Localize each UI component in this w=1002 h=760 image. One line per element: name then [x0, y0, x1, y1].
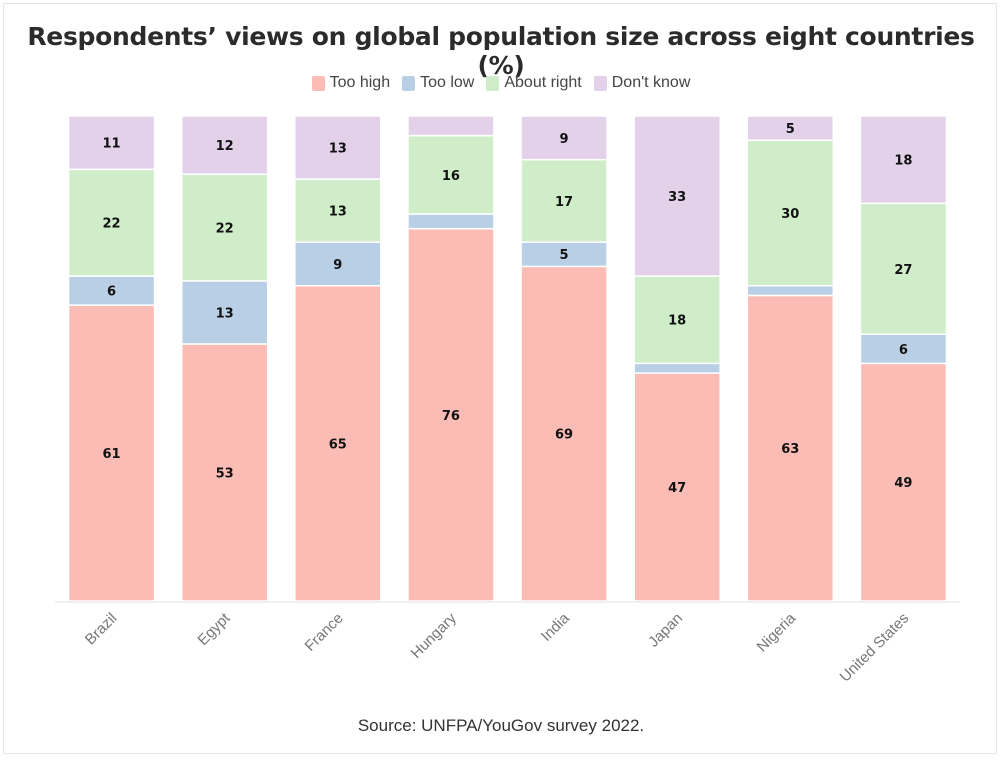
legend-swatch-about-right — [486, 75, 500, 91]
data-label-france-too-low: 9 — [333, 258, 342, 273]
data-label-united-states-too-high: 49 — [894, 476, 912, 491]
bar-hungary-too-high[interactable] — [407, 227, 495, 602]
data-label-egypt-too-low: 13 — [216, 306, 234, 321]
data-label-united-states-too-low: 6 — [899, 343, 908, 358]
bar-nigeria-too-low[interactable] — [746, 285, 835, 297]
x-tick-label-india: India — [538, 609, 573, 644]
source-note: Source: UNFPA/YouGov survey 2022. — [357, 716, 645, 735]
legend-swatch-dont-know — [593, 75, 607, 91]
bar-india-don-t-know[interactable] — [520, 115, 608, 161]
bar-united-states-don-t-know[interactable] — [859, 115, 948, 205]
data-label-brazil-too-high: 61 — [103, 447, 121, 462]
bar-india-too-high[interactable] — [520, 265, 608, 602]
bar-france-too-low[interactable] — [294, 241, 382, 287]
bar-brazil-too-low[interactable] — [67, 275, 156, 306]
data-label-nigeria-too-high: 63 — [781, 442, 799, 457]
x-tick-label-france: France — [302, 610, 347, 655]
data-label-india-don-t-know: 9 — [560, 132, 569, 147]
bar-hungary-don-t-know[interactable] — [407, 115, 495, 137]
bar-nigeria-don-t-know[interactable] — [746, 115, 835, 141]
legend-item-about-right[interactable]: About right — [486, 74, 582, 92]
bar-brazil-don-t-know[interactable] — [67, 115, 156, 171]
data-label-egypt-too-high: 53 — [216, 466, 234, 481]
legend-swatch-too-low — [402, 75, 416, 91]
bar-japan-don-t-know[interactable] — [633, 115, 721, 277]
data-label-egypt-about-right: 22 — [216, 222, 234, 237]
data-label-nigeria-about-right: 30 — [781, 207, 799, 222]
data-label-hungary-too-high: 76 — [442, 409, 460, 424]
legend-item-dont-know[interactable]: Don't know — [593, 74, 691, 92]
bar-france-don-t-know[interactable] — [294, 115, 382, 180]
x-tick-label-brazil: Brazil — [82, 610, 121, 649]
data-label-japan-too-high: 47 — [668, 481, 686, 496]
bar-egypt-about-right[interactable] — [180, 173, 269, 282]
data-label-united-states-about-right: 27 — [894, 263, 912, 278]
bar-united-states-too-low[interactable] — [859, 333, 948, 365]
bar-india-too-low[interactable] — [520, 241, 608, 268]
data-label-united-states-don-t-know: 18 — [894, 154, 912, 169]
bar-japan-too-low[interactable] — [633, 362, 721, 374]
bar-japan-about-right[interactable] — [633, 275, 721, 365]
data-label-japan-don-t-know: 33 — [668, 190, 686, 205]
legend-label-too-high: Too high — [329, 74, 391, 91]
data-label-india-about-right: 17 — [555, 195, 573, 210]
legend-item-too-high[interactable]: Too high — [311, 74, 391, 92]
legend: Too high Too low About right Don't know — [0, 74, 1002, 92]
legend-label-dont-know: Don't know — [611, 74, 691, 91]
data-label-france-too-high: 65 — [329, 437, 347, 452]
bar-japan-too-high[interactable] — [633, 372, 721, 602]
bar-france-about-right[interactable] — [294, 178, 382, 243]
bar-hungary-about-right[interactable] — [407, 134, 495, 215]
legend-swatch-too-high — [311, 75, 325, 91]
bar-nigeria-about-right[interactable] — [746, 139, 835, 287]
data-label-brazil-about-right: 22 — [103, 217, 121, 232]
bar-united-states-about-right[interactable] — [859, 202, 948, 335]
data-label-france-don-t-know: 13 — [329, 142, 347, 157]
legend-item-too-low[interactable]: Too low — [402, 74, 474, 92]
data-label-nigeria-don-t-know: 5 — [786, 122, 795, 137]
bar-egypt-too-low[interactable] — [180, 280, 269, 345]
data-label-japan-about-right: 18 — [668, 314, 686, 329]
bar-brazil-about-right[interactable] — [67, 168, 156, 277]
x-tick-label-nigeria: Nigeria — [754, 609, 800, 655]
bar-france-too-high[interactable] — [294, 285, 382, 602]
data-label-egypt-don-t-know: 12 — [216, 139, 234, 154]
legend-label-about-right: About right — [504, 74, 582, 91]
chart-title: Respondents’ views on global population … — [27, 22, 975, 80]
data-label-india-too-low: 5 — [560, 248, 569, 263]
data-label-france-about-right: 13 — [329, 205, 347, 220]
x-tick-label-japan: Japan — [645, 610, 686, 651]
bar-egypt-don-t-know[interactable] — [180, 115, 269, 175]
legend-label-too-low: Too low — [420, 74, 475, 91]
bar-india-about-right[interactable] — [520, 158, 608, 243]
x-tick-label-hungary: Hungary — [408, 609, 460, 661]
data-label-brazil-don-t-know: 11 — [103, 137, 121, 152]
bar-hungary-too-low[interactable] — [407, 213, 495, 230]
x-tick-label-egypt: Egypt — [194, 609, 234, 649]
data-label-brazil-too-low: 6 — [107, 285, 116, 300]
data-label-india-too-high: 69 — [555, 428, 573, 443]
bar-nigeria-too-high[interactable] — [746, 294, 835, 602]
x-tick-label-united-states: United States — [837, 610, 913, 686]
data-label-hungary-about-right: 16 — [442, 169, 460, 184]
bar-brazil-too-high[interactable] — [67, 304, 156, 602]
